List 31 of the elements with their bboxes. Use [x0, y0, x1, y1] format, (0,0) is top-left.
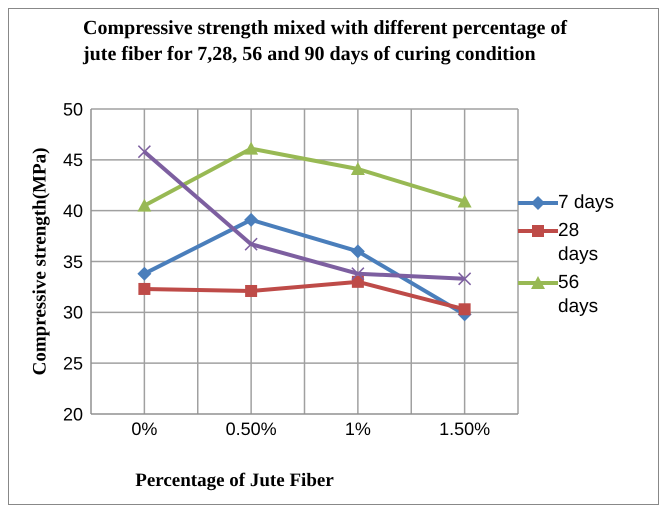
- point: [458, 194, 472, 208]
- x-tick-label: 0%: [131, 418, 158, 439]
- y-tick-label: 20: [62, 404, 83, 424]
- legend-label: 56 days: [558, 270, 600, 318]
- point: [137, 266, 152, 281]
- x-tick-label: 0.50%: [226, 418, 277, 439]
- point: [244, 142, 258, 155]
- point: [458, 272, 472, 286]
- point: [137, 198, 152, 212]
- point: [244, 212, 258, 227]
- y-tick-label: 35: [62, 252, 83, 272]
- point: [244, 237, 258, 251]
- y-tick-label: 45: [62, 150, 83, 170]
- y-tick-label: 30: [62, 302, 83, 323]
- y-tick-label: 50: [62, 99, 83, 120]
- y-axis-title: Compressive strength(MPa): [30, 148, 51, 376]
- x-tick-label: 1.50%: [439, 418, 490, 439]
- y-tick-label: 25: [62, 354, 83, 374]
- point: [138, 282, 150, 295]
- point: [350, 162, 365, 175]
- point: [350, 244, 365, 258]
- legend-label: 28 days: [558, 218, 600, 266]
- x-tick-label: 1%: [344, 418, 371, 439]
- x-axis-title: Percentage of Jute Fiber: [135, 470, 334, 491]
- legend-label: 7 days: [558, 190, 615, 214]
- point: [458, 303, 471, 316]
- point: [138, 144, 152, 158]
- point: [351, 266, 365, 280]
- point: [245, 284, 258, 297]
- y-tick-label: 40: [62, 201, 83, 222]
- chart-title: Compressive strength mixed with different percentage of jute fiber for 7,28, 56 and 90 days of curing condition: [83, 16, 568, 67]
